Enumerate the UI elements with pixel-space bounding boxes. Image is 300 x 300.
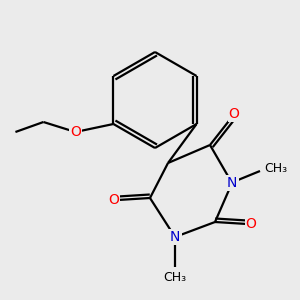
Text: N: N xyxy=(227,176,237,190)
Text: O: O xyxy=(109,193,119,207)
Text: O: O xyxy=(229,107,239,121)
Text: N: N xyxy=(170,230,180,244)
Text: O: O xyxy=(70,125,81,139)
Text: O: O xyxy=(246,217,256,231)
Text: CH₃: CH₃ xyxy=(164,271,187,284)
Text: CH₃: CH₃ xyxy=(264,163,287,176)
